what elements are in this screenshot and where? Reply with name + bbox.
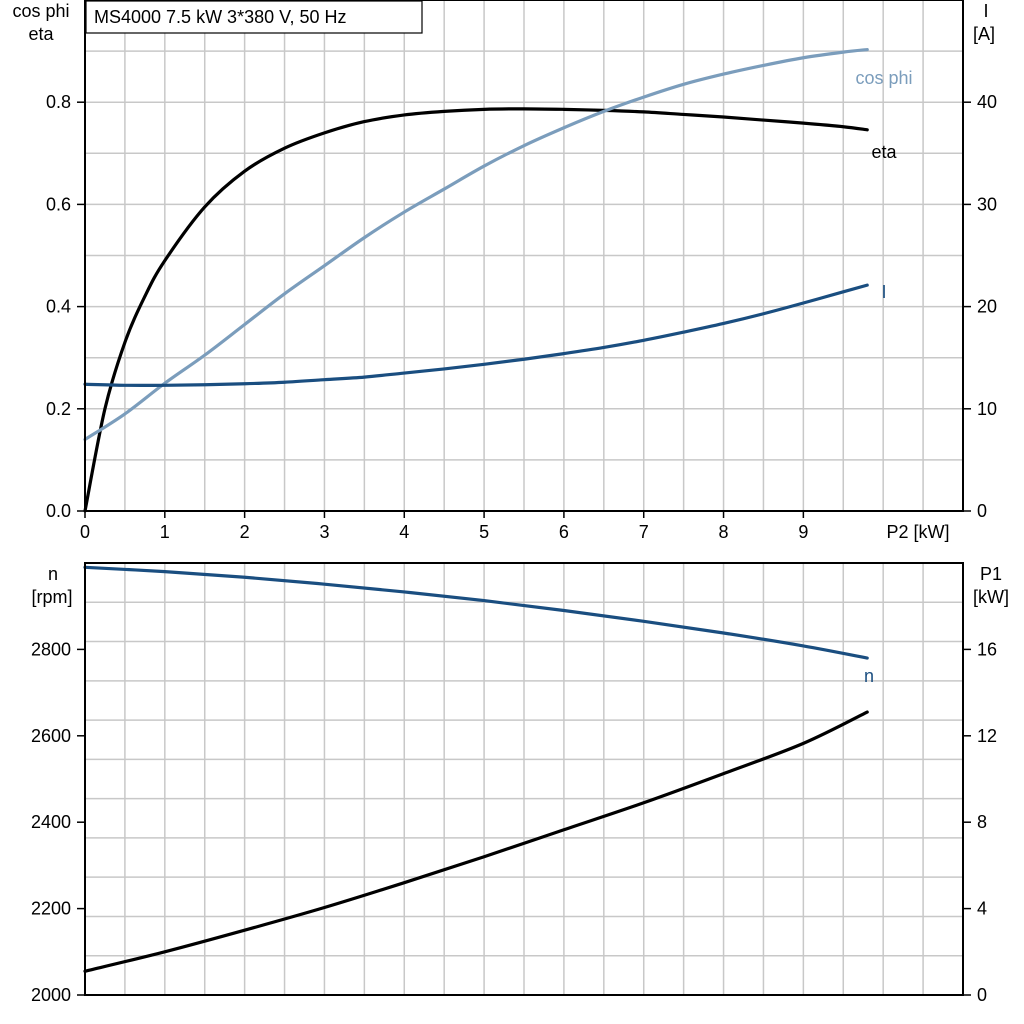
left-axis-label-speed: n: [48, 564, 58, 584]
left-tick-label: 0.0: [46, 501, 71, 521]
x-tick-label: 8: [719, 522, 729, 542]
lower-chart-panel: 2000 2200 2400 2600 2800 0 4 8 12 16 n [rpm] P1 […: [31, 562, 1009, 1005]
curve-label-eta: eta: [871, 142, 897, 162]
left-tick-label: 2000: [31, 985, 71, 1005]
x-tick-label: 4: [399, 522, 409, 542]
series-line-cos-phi: [83, 47, 869, 442]
right-tick-label: 30: [977, 194, 997, 214]
left-tick-label: 2600: [31, 726, 71, 746]
left-axis-label-speed-unit: [rpm]: [31, 587, 72, 607]
chart-title: MS4000 7.5 kW 3*380 V, 50 Hz: [94, 7, 346, 27]
right-tick-label: 4: [977, 899, 987, 919]
x-tick-label: 3: [319, 522, 329, 542]
left-tick-label: 2800: [31, 639, 71, 659]
upper-chart-ticks: 0.0 0.2 0.4 0.6 0.8 0 10 20 30 40 0 1 2 3 4 5 6 7 8 9: [46, 92, 997, 542]
right-axis-label-power-unit: [kW]: [973, 587, 1009, 607]
upper-chart-grid: [85, 0, 963, 511]
curve-label-cosphi: cos phi: [855, 68, 912, 88]
right-axis-label-current-unit: [A]: [973, 24, 995, 44]
series-line-n: [83, 565, 869, 660]
left-axis-label-eta: eta: [28, 24, 54, 44]
upper-chart-curves: [83, 47, 869, 513]
lower-chart-grid: [85, 563, 963, 995]
right-tick-label: 10: [977, 399, 997, 419]
lower-chart-curves: [83, 565, 869, 973]
x-tick-label: 1: [160, 522, 170, 542]
left-tick-label: 0.2: [46, 399, 71, 419]
right-tick-label: 12: [977, 726, 997, 746]
x-tick-label: 5: [479, 522, 489, 542]
right-tick-label: 40: [977, 92, 997, 112]
lower-chart-frame: [84, 562, 964, 996]
upper-chart-panel: 0.0 0.2 0.4 0.6 0.8 0 10 20 30 40 0 1 2 3 4 5 6 7 8 9 MS400…: [12, 0, 997, 542]
right-axis-label-current: I: [983, 1, 988, 21]
x-tick-label: 0: [80, 522, 90, 542]
x-axis-label: P2 [kW]: [886, 522, 949, 542]
right-axis-label-power: P1: [980, 564, 1002, 584]
left-tick-label: 0.4: [46, 297, 71, 317]
right-tick-label: 8: [977, 812, 987, 832]
right-tick-label: 16: [977, 639, 997, 659]
x-tick-label: 9: [798, 522, 808, 542]
left-tick-label: 0.8: [46, 92, 71, 112]
lower-chart-ticks: 2000 2200 2400 2600 2800 0 4 8 12 16: [31, 639, 997, 1005]
right-tick-label: 0: [977, 501, 987, 521]
left-tick-label: 0.6: [46, 194, 71, 214]
upper-chart-frame: [84, 0, 964, 512]
x-tick-label: 2: [240, 522, 250, 542]
x-tick-label: 6: [559, 522, 569, 542]
left-axis-label-cosphi: cos phi: [12, 1, 69, 21]
chart-title-box: MS4000 7.5 kW 3*380 V, 50 Hz: [85, 0, 423, 34]
series-line-eta: [83, 107, 869, 513]
series-line-i: [83, 283, 869, 387]
x-tick-label: 7: [639, 522, 649, 542]
curve-label-speed: n: [864, 666, 874, 686]
curve-label-current: I: [881, 282, 886, 302]
right-tick-label: 20: [977, 297, 997, 317]
series-line-p1: [83, 710, 869, 973]
left-tick-label: 2200: [31, 899, 71, 919]
right-tick-label: 0: [977, 985, 987, 1005]
left-tick-label: 2400: [31, 812, 71, 832]
